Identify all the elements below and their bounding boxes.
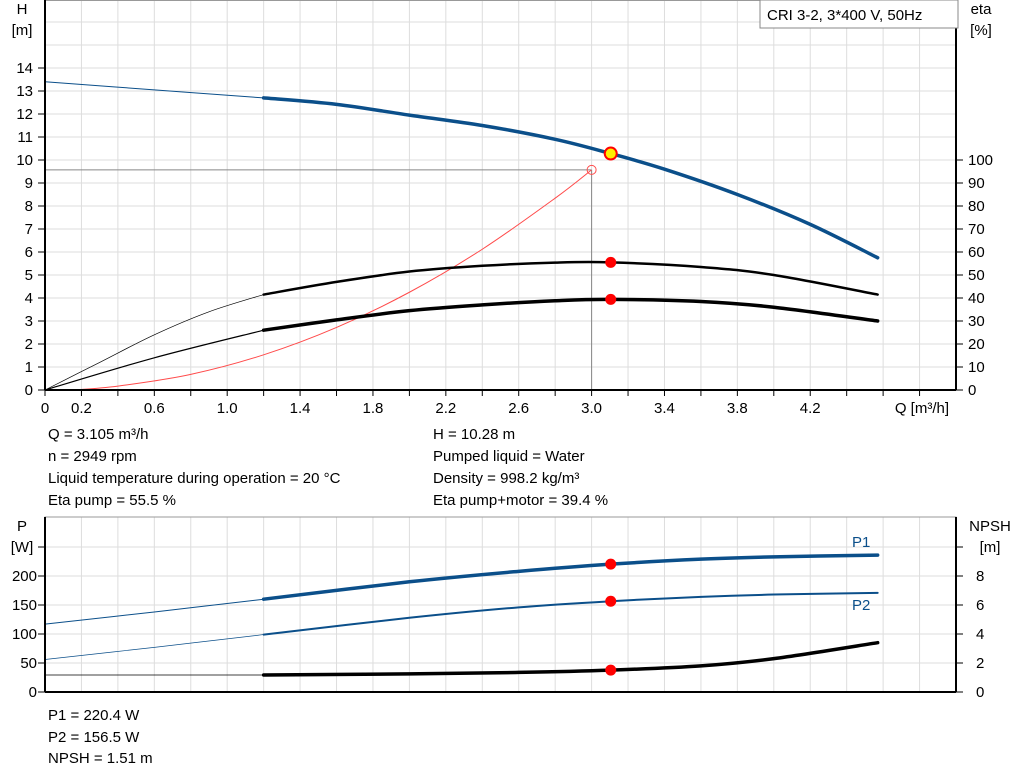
y-tick-label-right: 40 — [968, 290, 985, 307]
eta-total-curve — [261, 297, 880, 332]
y-tick-label-left: 100 — [12, 626, 37, 643]
eta-pump-curve — [262, 260, 879, 296]
y-left-unit-top: [m] — [12, 22, 33, 39]
duty-point-p2 — [605, 595, 617, 607]
x-tick-label: 3.8 — [727, 400, 748, 417]
npsh-curve — [261, 640, 880, 677]
y-tick-label-left: 0 — [25, 382, 33, 399]
y-tick-label-left: 13 — [16, 83, 33, 100]
y-tick-label-right: 30 — [968, 313, 985, 330]
info-speed: n = 2949 rpm — [48, 448, 137, 465]
y-tick-label-left: 50 — [20, 655, 37, 672]
y-tick-label-right: 90 — [968, 175, 985, 192]
info-eta-total: Eta pump+motor = 39.4 % — [433, 492, 608, 509]
y-tick-label-left: 0 — [29, 684, 37, 701]
duty-point-p1 — [605, 558, 617, 570]
info-temperature: Liquid temperature during operation = 20… — [48, 470, 341, 487]
y-tick-label-left: 8 — [25, 198, 33, 215]
x-tick-label: 2.6 — [508, 400, 529, 417]
x-tick-label: 0.6 — [144, 400, 165, 417]
y-left-unit-bottom: [W] — [11, 539, 34, 556]
info-eta-pump: Eta pump = 55.5 % — [48, 492, 176, 509]
y-tick-label-right: 50 — [968, 267, 985, 284]
title-box-text: CRI 3-2, 3*400 V, 50Hz — [767, 7, 922, 24]
y-tick-label-left: 11 — [17, 129, 33, 146]
x-tick-label: 1.0 — [217, 400, 238, 417]
y-tick-label-left: 3 — [25, 313, 33, 330]
y-tick-label-right: 8 — [976, 568, 984, 585]
y-tick-label-left: 200 — [12, 568, 37, 585]
y-tick-label-left: 12 — [16, 106, 33, 123]
y-right-label-bottom: NPSH — [969, 518, 1011, 535]
y-left-label-bottom: P — [17, 518, 27, 535]
y-tick-label-right: 70 — [968, 221, 985, 238]
system-point — [586, 164, 597, 175]
head-curve — [261, 96, 880, 260]
x-axis-label: Q [m³/h] — [895, 400, 949, 417]
x-tick-label: 4.2 — [800, 400, 821, 417]
y-right-unit-bottom: [m] — [980, 539, 1001, 556]
x-tick-label: 3.0 — [581, 400, 602, 417]
y-tick-label-right: 100 — [968, 152, 993, 169]
x-tick-label: 1.4 — [290, 400, 311, 417]
duty-point-eta-total — [605, 293, 617, 305]
x-tick-label: 2.2 — [435, 400, 456, 417]
y-right-label-top: eta — [971, 1, 993, 18]
info-h: H = 10.28 m — [433, 426, 515, 443]
info-p2: P2 = 156.5 W — [48, 729, 140, 746]
y-tick-label-left: 4 — [25, 290, 33, 307]
y-tick-label-left: 7 — [25, 221, 33, 238]
curves — [44, 81, 880, 677]
y-right-unit-top: [%] — [970, 22, 992, 39]
info-liquid: Pumped liquid = Water — [433, 448, 585, 465]
y-tick-label-right: 80 — [968, 198, 985, 215]
info-top: Q = 3.105 m³/h n = 2949 rpm Liquid tempe… — [48, 426, 608, 509]
system-curve — [72, 169, 592, 391]
legend-p2: P2 — [852, 597, 870, 614]
y-tick-label-left: 2 — [25, 336, 33, 353]
y-tick-label-right: 0 — [976, 684, 984, 701]
y-tick-label-left: 5 — [25, 267, 33, 284]
y-tick-label-right: 4 — [976, 626, 984, 643]
y-tick-label-right: 6 — [976, 597, 984, 614]
p2-curve — [262, 591, 879, 636]
x-tick-label: 3.4 — [654, 400, 675, 417]
y-tick-label-left: 14 — [16, 60, 33, 77]
duty-point-eta-pump — [605, 256, 617, 268]
info-q: Q = 3.105 m³/h — [48, 426, 148, 443]
duty-point-head — [603, 146, 618, 161]
p1-curve — [261, 553, 880, 601]
eta-total-curve-thin — [44, 329, 264, 391]
y-tick-label-right: 20 — [968, 336, 985, 353]
y-tick-label-right: 60 — [968, 244, 985, 261]
duty-point-npsh — [605, 664, 617, 676]
y-tick-label-left: 9 — [25, 175, 33, 192]
info-bottom: P1 = 220.4 W P2 = 156.5 W NPSH = 1.51 m — [48, 707, 153, 767]
axes: 0 0.2 0.6 1.0 1.4 1.8 2.2 2.6 3.0 3.4 3.8 4.2012345… — [12, 0, 993, 701]
x-tick-label: 0.2 — [71, 400, 92, 417]
info-npsh: NPSH = 1.51 m — [48, 750, 153, 767]
y-tick-label-left: 6 — [25, 244, 33, 261]
y-tick-label-left: 10 — [16, 152, 33, 169]
y-tick-label-left: 1 — [25, 359, 33, 376]
x-tick-label: 0 — [41, 400, 49, 417]
y-left-label-top: H — [17, 1, 28, 18]
x-tick-label: 1.8 — [363, 400, 384, 417]
grid — [44, 0, 957, 692]
legend-p1: P1 — [852, 534, 870, 551]
y-tick-label-left: 150 — [12, 597, 37, 614]
title-box: CRI 3-2, 3*400 V, 50Hz — [759, 0, 959, 29]
y-tick-label-right: 2 — [976, 655, 984, 672]
p1-curve-thin — [44, 598, 264, 625]
eta-pump-curve-thin — [44, 294, 264, 391]
info-density: Density = 998.2 kg/m³ — [433, 470, 579, 487]
p2-curve-thin — [44, 634, 264, 660]
info-p1: P1 = 220.4 W — [48, 707, 140, 724]
plot-frame-top — [44, 0, 957, 391]
y-tick-label-right: 0 — [968, 382, 976, 399]
y-tick-label-right: 10 — [968, 359, 985, 376]
head-curve-thin — [44, 81, 264, 99]
